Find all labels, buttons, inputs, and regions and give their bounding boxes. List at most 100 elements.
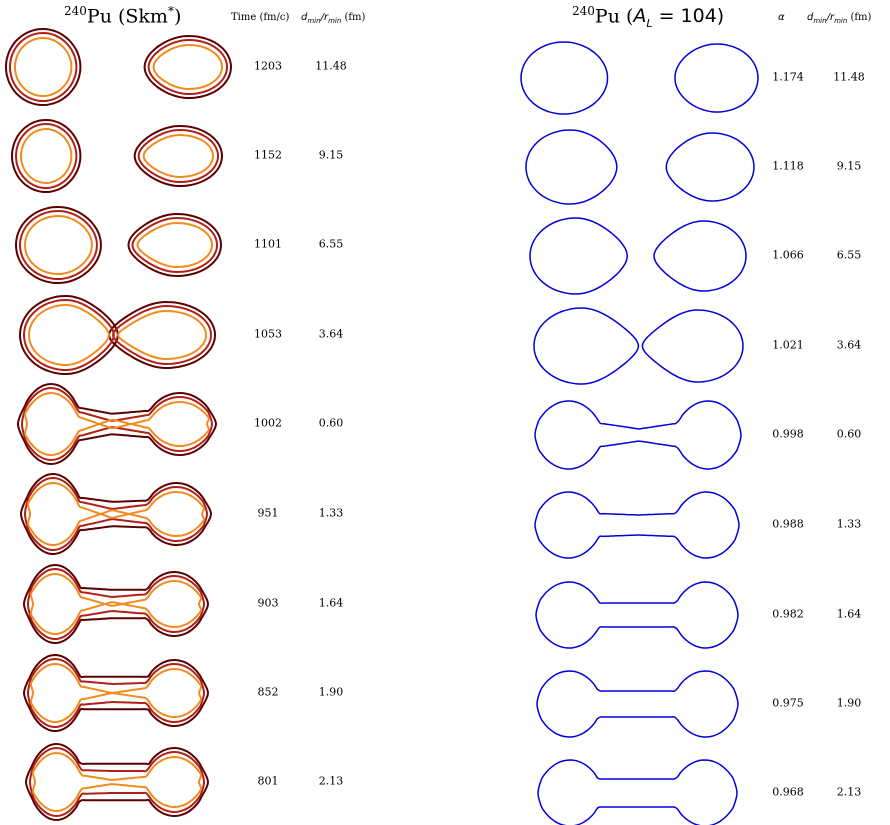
left-title-main: Pu (Skm bbox=[86, 5, 168, 28]
ratio-d-sub: min bbox=[813, 17, 827, 25]
right-nucleus-outline bbox=[534, 491, 740, 559]
alpha-value: 1.118 bbox=[772, 159, 804, 173]
alpha-value: 0.968 bbox=[772, 785, 804, 799]
left-nucleus-outline bbox=[28, 746, 206, 818]
right-shape-row bbox=[533, 307, 744, 385]
left-nucleus-outline bbox=[29, 662, 203, 724]
alpha-value: 0.975 bbox=[772, 696, 804, 710]
right-nucleus-outline bbox=[537, 759, 738, 825]
right-nucleus-outline bbox=[535, 581, 739, 649]
time-value: 852 bbox=[257, 685, 279, 699]
left-ratio-value: 0.60 bbox=[318, 416, 344, 430]
right-title-a: A bbox=[633, 5, 647, 28]
left-nucleus-outline bbox=[27, 481, 205, 547]
right-ratio-value: 1.90 bbox=[836, 696, 862, 710]
alpha-value: 1.066 bbox=[772, 248, 804, 262]
ratio-d: d bbox=[807, 12, 814, 23]
left-nucleus-outline bbox=[22, 563, 210, 645]
time-value: 1002 bbox=[254, 416, 282, 430]
left-ratio-value: 6.55 bbox=[318, 237, 344, 251]
alpha-value: 0.998 bbox=[772, 427, 804, 441]
left-fragment-outline bbox=[142, 133, 215, 179]
left-shape-row bbox=[22, 653, 210, 733]
left-fragment-outline bbox=[8, 31, 78, 103]
right-fragment-outline bbox=[641, 309, 744, 383]
ratio-d: d bbox=[301, 12, 308, 23]
left-nucleus-outline bbox=[26, 567, 206, 641]
right-fragment-outline bbox=[653, 220, 747, 292]
left-fragment-outline bbox=[18, 209, 98, 281]
left-fragment-outline bbox=[133, 124, 224, 188]
ratio-unit: (fm) bbox=[341, 12, 366, 23]
right-fragment-outline bbox=[529, 217, 628, 295]
left-ratio-value: 9.15 bbox=[318, 148, 344, 162]
alpha-value: 1.174 bbox=[772, 70, 804, 84]
alpha-value: 1.021 bbox=[772, 338, 804, 352]
right-title-mass: 240 bbox=[572, 4, 595, 18]
right-title-eq: = 104) bbox=[652, 5, 725, 28]
ratio-r: r bbox=[323, 12, 329, 23]
left-nucleus-outline bbox=[24, 391, 210, 457]
left-nucleus-outline bbox=[22, 653, 210, 733]
left-fragment-outline bbox=[23, 214, 93, 276]
left-fragment-outline bbox=[13, 36, 73, 98]
right-shape-row bbox=[536, 670, 739, 738]
left-ratio-value: 1.64 bbox=[318, 596, 344, 610]
right-fragment-outline bbox=[533, 307, 640, 385]
left-ratio-value: 1.33 bbox=[318, 506, 344, 520]
left-fragment-outline bbox=[19, 127, 73, 185]
left-ratio-value: 1.90 bbox=[318, 685, 344, 699]
time-value: 1101 bbox=[254, 237, 282, 251]
ratio-unit: (fm) bbox=[847, 12, 872, 23]
right-title-a-sub: L bbox=[646, 17, 653, 31]
left-fragment-outline bbox=[27, 303, 110, 367]
right-shape-row bbox=[535, 581, 739, 649]
ratio-r-sub: min bbox=[328, 17, 342, 25]
right-ratio-value: 2.13 bbox=[836, 785, 862, 799]
right-ratio-value: 11.48 bbox=[833, 70, 865, 84]
right-ratio-value: 1.33 bbox=[836, 517, 862, 531]
left-shape-row bbox=[4, 27, 233, 107]
left-fragment-outline bbox=[137, 128, 220, 184]
time-value: 951 bbox=[257, 506, 279, 520]
time-value: 903 bbox=[257, 596, 279, 610]
left-title-close: ) bbox=[173, 5, 182, 28]
left-nucleus-outline bbox=[29, 572, 203, 636]
time-value: 801 bbox=[257, 774, 279, 788]
right-fragment-outline bbox=[520, 41, 609, 115]
ratio-sep: / bbox=[826, 12, 830, 23]
right-ratio-value: 6.55 bbox=[836, 248, 862, 262]
alpha-value: 0.982 bbox=[772, 607, 804, 621]
left-fragment-outline bbox=[147, 38, 229, 96]
left-nucleus-outline bbox=[20, 386, 214, 462]
right-shape-row bbox=[525, 129, 755, 205]
left-fragment-outline bbox=[112, 304, 213, 366]
right-ratio-value: 3.64 bbox=[836, 338, 862, 352]
left-title-star: * bbox=[167, 4, 174, 18]
left-fragment-outline bbox=[10, 118, 82, 194]
right-shape-row bbox=[534, 400, 742, 470]
left-ratio-value: 11.48 bbox=[315, 59, 347, 73]
left-ratio-column-header: dmin/rmin (fm) bbox=[301, 12, 365, 25]
left-shape-row bbox=[18, 294, 217, 376]
left-fragment-outline bbox=[14, 122, 78, 190]
ratio-d-sub: min bbox=[307, 17, 321, 25]
left-shape-row bbox=[10, 118, 224, 194]
right-fragment-outline bbox=[674, 43, 759, 113]
left-fragment-outline bbox=[22, 298, 115, 372]
right-fragment-outline bbox=[525, 129, 618, 205]
left-fragment-outline bbox=[18, 294, 119, 376]
time-column-header: Time (fm/c) bbox=[231, 12, 290, 23]
left-panel-title: 240Pu (Skm*) bbox=[64, 4, 181, 27]
left-fragment-outline bbox=[4, 27, 82, 107]
left-nucleus-outline bbox=[31, 751, 203, 813]
left-title-mass: 240 bbox=[64, 4, 87, 18]
right-ratio-column-header: dmin/rmin (fm) bbox=[807, 12, 871, 25]
right-ratio-value: 0.60 bbox=[836, 427, 862, 441]
right-nucleus-outline bbox=[536, 670, 739, 738]
left-nucleus-outline bbox=[16, 382, 218, 466]
right-nucleus-outline bbox=[534, 400, 742, 470]
left-fragment-outline bbox=[152, 43, 224, 91]
right-fragment-outline bbox=[665, 132, 755, 202]
left-fragment-outline bbox=[131, 216, 219, 274]
